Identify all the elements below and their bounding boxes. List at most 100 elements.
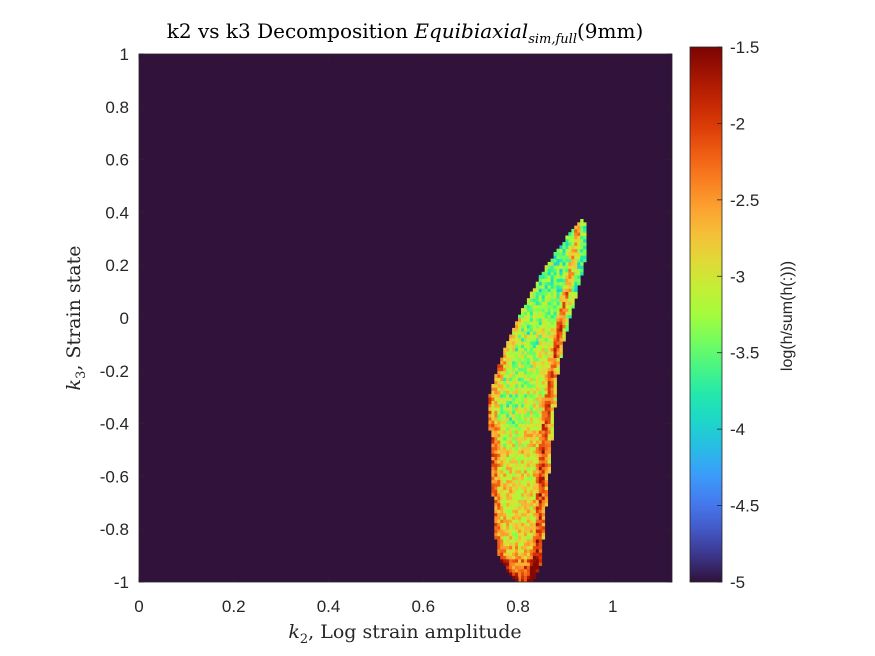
heatmap-cell (529, 301, 534, 306)
heatmap-cell (535, 393, 540, 398)
heatmap-cell (500, 443, 504, 448)
heatmap-cell (529, 516, 534, 520)
heatmap-cell (523, 562, 528, 566)
heatmap-cell (509, 506, 513, 510)
heatmap-cell (535, 413, 540, 418)
y-tick-label: 0.8 (105, 98, 129, 117)
heatmap-cell (503, 535, 507, 540)
heatmap-cell (503, 476, 507, 481)
heatmap-cell (518, 499, 522, 504)
heatmap-cell (515, 377, 519, 382)
heatmap-cell (535, 433, 540, 438)
heatmap-cell (500, 496, 504, 500)
heatmap-cell (538, 321, 543, 325)
heatmap-cell (509, 370, 513, 375)
heatmap-cell (515, 413, 519, 418)
heatmap-cell (547, 275, 551, 279)
heatmap-cell (526, 301, 531, 306)
y-tick-label: -0.2 (100, 362, 129, 381)
heatmap-cell (541, 271, 546, 276)
heatmap-cell (553, 337, 557, 342)
heatmap-cell (550, 327, 554, 332)
heatmap-cell (538, 545, 543, 550)
heatmap-cell (500, 423, 504, 428)
heatmap-cell (547, 291, 551, 296)
heatmap-cell (526, 578, 531, 582)
heatmap-cell (529, 364, 534, 368)
heatmap-cell (526, 430, 531, 434)
heatmap-cell (538, 341, 543, 345)
heatmap-cell (503, 367, 507, 372)
heatmap-cell (488, 397, 492, 401)
heatmap-cell (520, 492, 525, 497)
heatmap-cell (520, 552, 525, 556)
heatmap-cell (538, 562, 543, 566)
heatmap-cell (518, 555, 522, 560)
heatmap-cell (520, 545, 525, 550)
heatmap-cell (520, 400, 525, 405)
heatmap-cell (512, 463, 516, 467)
heatmap-cell (523, 426, 528, 431)
heatmap-cell (577, 258, 581, 263)
heatmap-cell (529, 321, 534, 325)
heatmap-cell (568, 268, 572, 273)
heatmap-cell (497, 433, 501, 438)
heatmap-cell (500, 450, 504, 454)
heatmap-cell (491, 483, 495, 487)
chart-title-subscript: sim,full (528, 32, 577, 47)
heatmap-cell (494, 430, 498, 434)
heatmap-cell (506, 377, 510, 382)
heatmap-cell (518, 489, 522, 494)
heatmap-cell (550, 347, 554, 352)
heatmap-cell (520, 512, 525, 517)
heatmap-cell (520, 572, 525, 576)
heatmap-cell (541, 354, 546, 358)
heatmap-cell (526, 506, 531, 510)
heatmap-cell (535, 337, 540, 342)
heatmap-cell (559, 351, 563, 355)
heatmap-cell (526, 486, 531, 490)
heatmap-cell (500, 469, 504, 474)
heatmap-cell (518, 347, 522, 352)
heatmap-cell (538, 311, 543, 316)
heatmap-cell (538, 423, 543, 428)
heatmap-cell (494, 446, 498, 451)
heatmap-cell (553, 321, 557, 325)
heatmap-cell (506, 430, 510, 434)
heatmap-cell (544, 387, 549, 391)
heatmap-cell (550, 285, 554, 289)
heatmap-cell (515, 400, 519, 405)
heatmap-cell (512, 423, 516, 428)
heatmap-cell (503, 384, 507, 388)
heatmap-cell (503, 562, 507, 566)
heatmap-cell (568, 281, 572, 286)
heatmap-cell (553, 377, 557, 382)
heatmap-cell (523, 367, 528, 372)
heatmap-cell (553, 281, 557, 286)
heatmap-cell (526, 420, 531, 424)
heatmap-cell (529, 558, 534, 563)
heatmap-cell (556, 258, 560, 263)
heatmap-cell (553, 324, 557, 329)
heatmap-cell (574, 255, 578, 259)
heatmap-cell (535, 384, 540, 388)
heatmap-cell (488, 400, 492, 405)
heatmap-cell (538, 304, 543, 309)
heatmap-cell (523, 311, 528, 316)
heatmap-cell (500, 492, 504, 497)
heatmap-cell (518, 318, 522, 322)
heatmap-cell (532, 489, 537, 494)
heatmap-cell (512, 459, 516, 464)
heatmap-cell (506, 351, 510, 355)
heatmap-cell (544, 436, 549, 441)
heatmap-cell (520, 370, 525, 375)
heatmap-cell (526, 473, 531, 477)
heatmap-cell (503, 558, 507, 563)
heatmap-cell (515, 331, 519, 335)
heatmap-cell (547, 314, 551, 319)
heatmap-cell (526, 568, 531, 573)
heatmap-cell (523, 473, 528, 477)
heatmap-cell (535, 347, 540, 352)
heatmap-cell (523, 568, 528, 573)
heatmap-cell (503, 469, 507, 474)
